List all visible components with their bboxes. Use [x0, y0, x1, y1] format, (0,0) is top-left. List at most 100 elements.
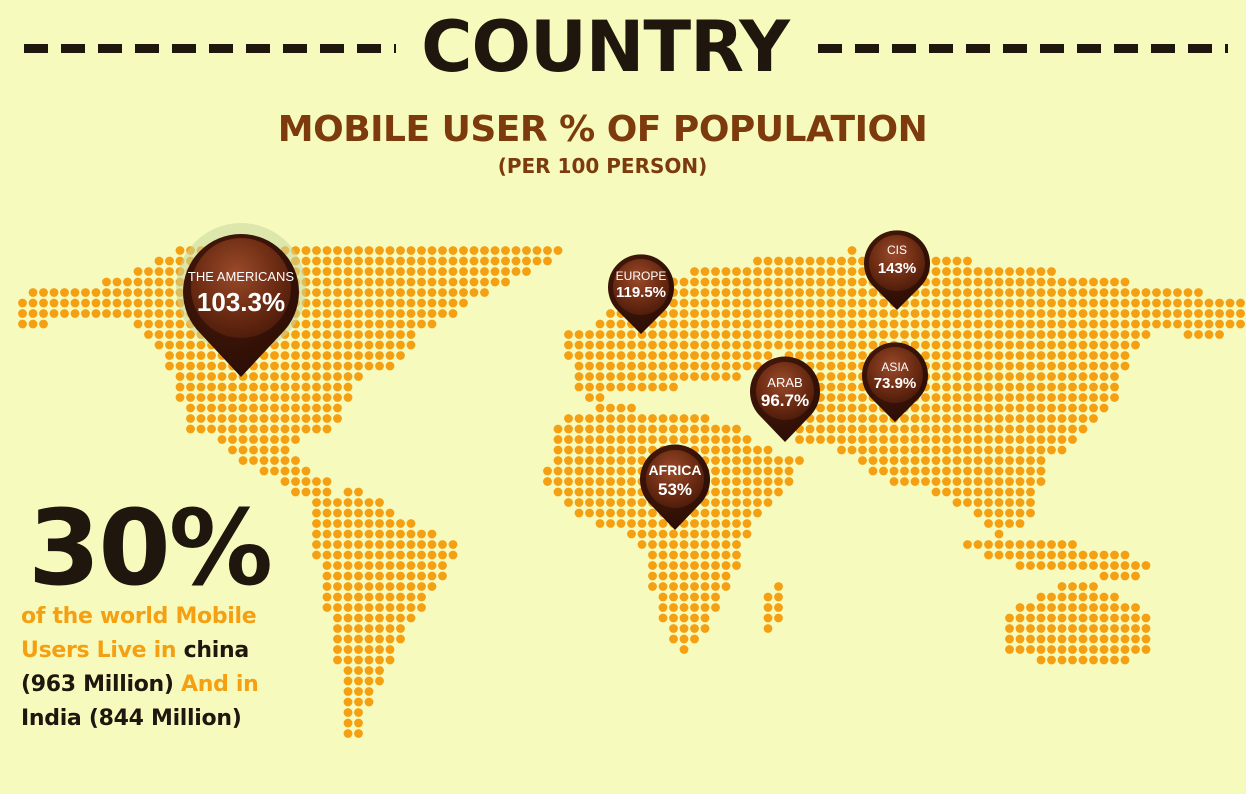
map-dot — [312, 498, 321, 507]
map-dot — [196, 393, 206, 402]
map-dot — [112, 298, 122, 308]
map-dot — [375, 508, 384, 518]
map-dot — [637, 540, 647, 549]
map-dot — [1183, 330, 1193, 339]
map-dot — [196, 340, 206, 350]
map-dot — [175, 351, 185, 360]
map-dot — [711, 477, 720, 486]
map-dot — [522, 246, 531, 255]
map-dot — [364, 634, 374, 644]
map-dot — [1005, 466, 1014, 476]
map-dot — [406, 603, 416, 612]
map-dot — [816, 267, 825, 276]
map-dot — [805, 288, 815, 297]
map-dot — [1057, 655, 1067, 665]
map-dot — [228, 414, 237, 423]
map-dot — [1110, 372, 1119, 381]
map-dot — [375, 634, 384, 644]
map-dot — [217, 424, 227, 434]
map-dot — [343, 529, 353, 539]
map-dot — [375, 319, 384, 329]
map-dot — [354, 351, 363, 360]
map-dot — [1026, 298, 1035, 308]
map-dot — [354, 319, 363, 329]
map-dot — [669, 592, 678, 602]
map-dot — [396, 256, 405, 266]
map-dot — [1026, 288, 1035, 297]
map-dot — [385, 655, 395, 665]
map-dot — [1047, 382, 1056, 392]
map-dot — [847, 361, 857, 371]
map-dot — [690, 424, 699, 434]
map-dot — [963, 403, 972, 413]
map-dot — [711, 435, 720, 444]
map-dot — [868, 403, 878, 413]
map-dot — [343, 246, 353, 255]
map-dot — [1120, 298, 1130, 308]
map-dot — [1026, 309, 1035, 318]
map-dot — [375, 351, 384, 360]
map-dot — [742, 277, 752, 287]
map-dot — [270, 435, 279, 444]
map-dot — [700, 571, 710, 581]
map-dot — [144, 330, 153, 339]
map-dot — [574, 361, 584, 371]
map-dot — [742, 298, 752, 308]
map-dot — [354, 277, 363, 287]
map-dot — [1099, 393, 1109, 402]
map-dot — [1036, 561, 1046, 570]
map-dot — [1099, 319, 1109, 329]
map-dot — [837, 414, 846, 423]
map-dot — [343, 361, 353, 371]
map-dot — [1110, 330, 1119, 339]
map-dot — [837, 393, 846, 402]
map-dot — [385, 550, 395, 560]
map-dot — [354, 718, 363, 728]
map-dot — [1005, 330, 1014, 339]
map-dot — [364, 340, 374, 350]
map-dot — [984, 277, 993, 287]
map-dot — [679, 435, 689, 444]
map-dot — [333, 246, 342, 255]
map-dot — [175, 372, 185, 381]
map-dot — [1120, 309, 1130, 318]
map-dot — [1183, 298, 1193, 308]
map-dot — [931, 298, 941, 308]
map-dot — [1099, 309, 1109, 318]
map-dot — [690, 529, 699, 539]
map-dot — [1068, 298, 1077, 308]
map-dot — [396, 582, 405, 591]
map-dot — [1110, 309, 1119, 318]
map-dot — [595, 456, 605, 465]
map-dot — [165, 298, 174, 308]
map-dot — [826, 298, 836, 308]
map-dot — [207, 424, 216, 434]
map-dot — [343, 508, 353, 518]
map-dot — [637, 372, 647, 381]
map-dot — [375, 361, 384, 371]
map-dot — [984, 456, 993, 465]
map-dot — [1026, 330, 1035, 339]
map-dot — [364, 519, 374, 528]
map-dot — [480, 288, 489, 297]
map-dot — [711, 319, 720, 329]
map-dot — [343, 571, 353, 581]
map-dot — [1110, 655, 1119, 665]
map-dot — [1120, 655, 1130, 665]
map-dot — [973, 372, 983, 381]
map-dot — [1057, 372, 1067, 381]
map-dot — [1057, 298, 1067, 308]
map-dot — [396, 603, 405, 612]
map-dot — [595, 435, 605, 444]
map-dot — [648, 571, 657, 581]
map-dot — [1141, 624, 1151, 633]
map-dot — [301, 256, 311, 266]
map-dot — [795, 330, 804, 339]
map-dot — [18, 309, 27, 318]
map-dot — [333, 550, 342, 560]
map-dot — [795, 351, 804, 360]
map-dot — [1183, 288, 1193, 297]
map-dot — [742, 267, 752, 276]
map-dot — [994, 466, 1004, 476]
map-dot — [406, 256, 416, 266]
